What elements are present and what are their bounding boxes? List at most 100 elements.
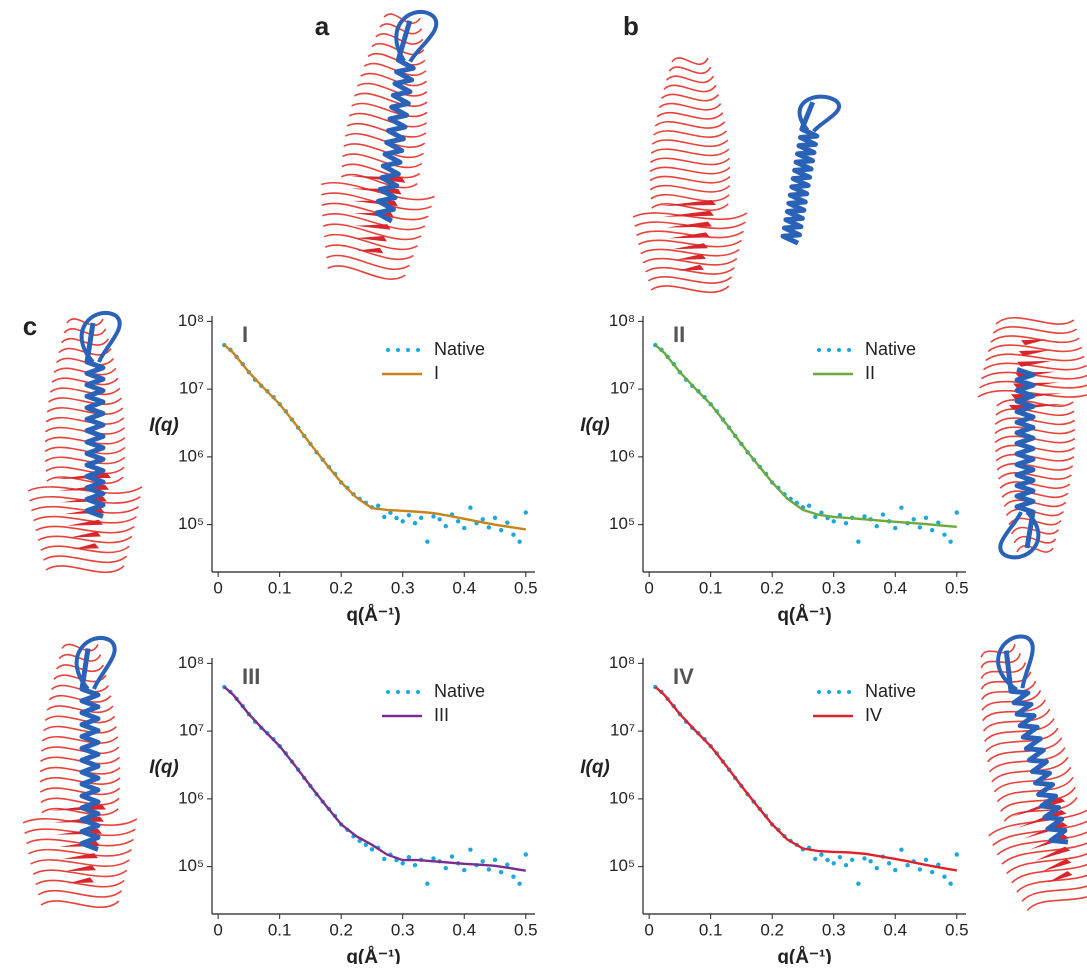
data-point	[468, 505, 473, 510]
data-point	[523, 510, 528, 515]
protein-head	[74, 636, 117, 691]
data-point	[813, 514, 818, 520]
x-tick-label: 0.3	[391, 920, 415, 939]
legend-marker	[817, 348, 821, 352]
protein-head	[797, 94, 841, 133]
protein-sheet	[65, 865, 96, 872]
x-tick-label: 0.2	[329, 920, 353, 939]
protein-sheet	[672, 243, 708, 250]
data-point	[492, 857, 498, 863]
protein-head	[998, 510, 1041, 560]
data-point	[929, 527, 935, 533]
data-point	[418, 515, 424, 521]
legend-label: III	[434, 705, 449, 725]
data-point	[443, 865, 448, 871]
data-point	[498, 869, 504, 875]
legend-marker	[837, 690, 841, 694]
data-point	[849, 857, 855, 863]
data-point	[954, 852, 959, 857]
y-axis-label: I(q)	[580, 757, 610, 778]
protein-structure	[22, 636, 138, 908]
data-point	[893, 867, 898, 873]
x-tick-label: 0.4	[883, 920, 907, 939]
protein-sheet	[666, 221, 712, 228]
data-point	[480, 517, 485, 522]
data-point	[862, 856, 867, 861]
legend-marker	[396, 690, 400, 694]
data-point	[517, 881, 522, 886]
data-point	[437, 517, 442, 522]
x-tick-label: 0.3	[822, 578, 846, 597]
data-point	[899, 505, 904, 510]
y-tick-label: 10⁷	[179, 721, 204, 740]
x-tick-label: 0.4	[452, 578, 476, 597]
x-tick-label: 0.2	[760, 578, 784, 597]
data-point	[831, 519, 836, 524]
data-point	[505, 520, 510, 525]
protein-sheet	[62, 853, 98, 860]
x-tick-label: 0.1	[268, 578, 292, 597]
legend-label: Native	[865, 681, 916, 701]
protein-head	[996, 634, 1035, 692]
data-point	[431, 514, 436, 519]
data-point	[462, 525, 467, 531]
data-point	[455, 519, 461, 524]
x-tick-label: 0	[213, 920, 222, 939]
data-point	[917, 525, 923, 530]
data-point	[523, 852, 528, 857]
data-point	[942, 874, 947, 879]
x-tick-label: 0.5	[514, 920, 538, 939]
data-point	[375, 503, 381, 508]
protein-helix	[780, 101, 820, 246]
x-tick-label: 0.3	[822, 920, 846, 939]
data-point	[954, 510, 959, 515]
x-tick-label: 0.5	[945, 920, 969, 939]
data-point	[936, 520, 941, 525]
data-point	[893, 525, 898, 531]
legend-marker	[406, 690, 410, 694]
data-point	[369, 847, 375, 852]
data-point	[929, 869, 935, 875]
panel-label: c	[23, 311, 37, 341]
protein-sheet	[1041, 858, 1072, 872]
x-axis-label: q(Å⁻¹)	[346, 605, 400, 626]
protein-sheet	[70, 531, 101, 538]
protein-sheet	[68, 877, 94, 884]
y-tick-label: 10⁶	[178, 788, 204, 807]
y-tick-label: 10⁸	[609, 653, 635, 672]
x-tick-label: 0.2	[760, 920, 784, 939]
y-tick-label: 10⁷	[610, 379, 635, 398]
y-tick-label: 10⁵	[609, 514, 635, 533]
data-point	[948, 881, 953, 886]
data-point	[406, 512, 412, 518]
data-point	[511, 874, 516, 879]
protein-sheet	[660, 200, 716, 206]
y-tick-label: 10⁵	[178, 856, 204, 875]
protein-head	[394, 9, 439, 63]
y-tick-label: 10⁷	[179, 379, 204, 398]
x-tick-label: 0	[213, 578, 222, 597]
protein-structure	[27, 310, 143, 573]
legend-label: IV	[865, 705, 882, 725]
chart-title: II	[673, 322, 685, 347]
fit-line	[654, 343, 957, 528]
x-tick-label: 0.1	[699, 578, 723, 597]
protein-sheet	[55, 473, 111, 479]
protein-structure	[977, 317, 1087, 560]
protein-head	[79, 310, 122, 364]
data-point	[443, 523, 448, 529]
protein-sheet	[50, 804, 106, 811]
data-point	[431, 856, 436, 861]
protein-helix	[1014, 367, 1036, 549]
legend-marker	[827, 690, 831, 694]
data-point	[382, 514, 387, 520]
protein-sheet	[1023, 822, 1068, 839]
x-tick-label: 0.5	[514, 578, 538, 597]
data-point	[862, 514, 867, 519]
panel-label: b	[623, 11, 639, 41]
protein-sheet	[73, 543, 99, 550]
protein-sheet	[357, 247, 384, 254]
legend-marker	[386, 348, 390, 352]
legend-label: II	[865, 363, 875, 383]
